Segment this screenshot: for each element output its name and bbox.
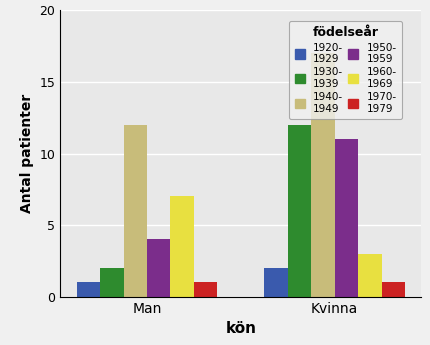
Legend: 1920-
1929, 1930-
1939, 1940-
1949, 1950-
1959, 1960-
1969, 1970-
1979: 1920- 1929, 1930- 1939, 1940- 1949, 1950… bbox=[289, 21, 402, 119]
Bar bbox=[264, 268, 288, 297]
Bar bbox=[77, 282, 100, 297]
Bar bbox=[147, 239, 170, 297]
X-axis label: kön: kön bbox=[225, 321, 256, 336]
Bar bbox=[358, 254, 381, 297]
Bar bbox=[100, 268, 123, 297]
Bar bbox=[123, 125, 147, 297]
Bar bbox=[194, 282, 217, 297]
Bar bbox=[288, 125, 311, 297]
Bar bbox=[335, 139, 358, 297]
Bar bbox=[170, 196, 194, 297]
Bar bbox=[311, 53, 335, 297]
Y-axis label: Antal patienter: Antal patienter bbox=[20, 94, 34, 213]
Bar bbox=[381, 282, 405, 297]
